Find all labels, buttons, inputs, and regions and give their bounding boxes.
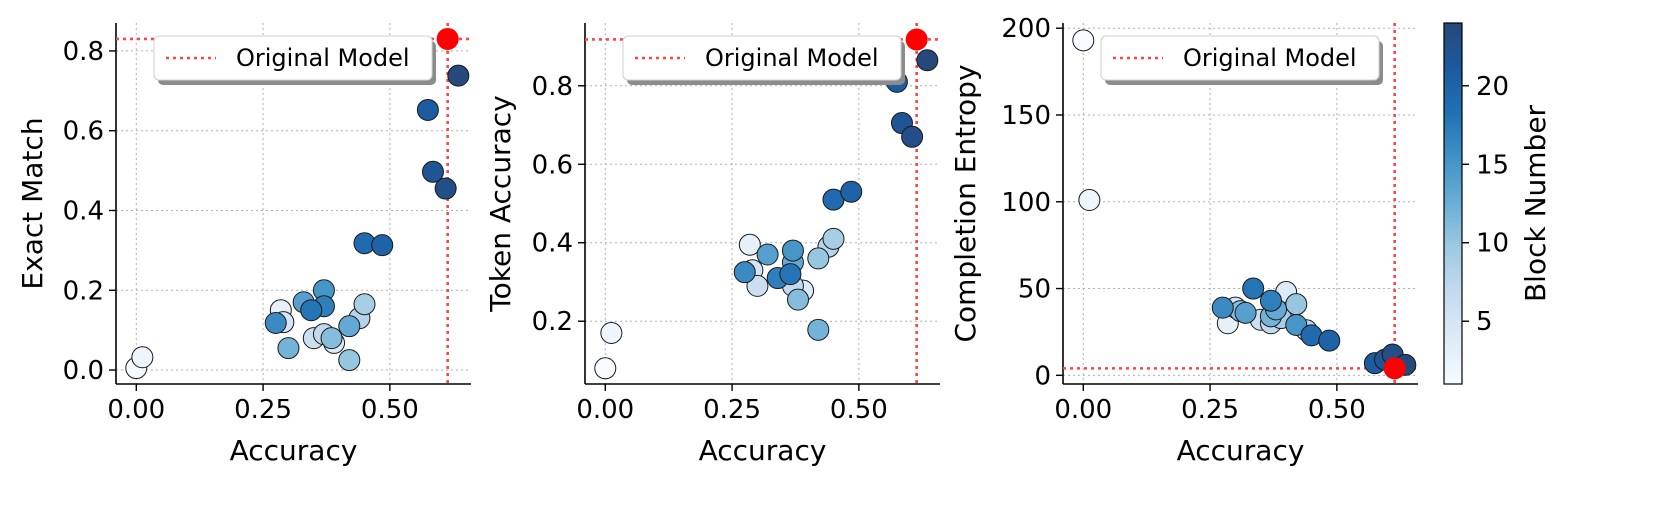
y-tick-label: 50 — [1018, 275, 1051, 305]
x-tick-label: 0.25 — [234, 395, 292, 425]
data-point-block-12 — [807, 318, 830, 341]
data-point-block-11 — [320, 327, 343, 350]
data-point-block-1 — [1072, 29, 1095, 52]
data-point-block-17 — [1259, 289, 1282, 312]
panel-exact-match: Accuracy Exact Match — [16, 117, 357, 467]
reference-point — [1383, 357, 1406, 380]
data-point-block-10 — [1285, 293, 1308, 316]
data-point-block-12 — [277, 337, 300, 360]
data-point-block-9 — [353, 293, 376, 316]
x-tick-label: 0.00 — [107, 395, 165, 425]
data-point-block-20 — [371, 234, 394, 257]
data-point-block-24 — [916, 49, 939, 72]
data-point-block-16 — [264, 311, 287, 334]
data-point-block-13 — [338, 315, 361, 338]
colorbar-gradient — [1443, 22, 1463, 385]
x-tick-label: 0.50 — [830, 395, 888, 425]
reference-point — [905, 28, 928, 51]
x-tick-label: 0.00 — [1054, 395, 1112, 425]
colorbar-label: Block Number — [1519, 104, 1552, 302]
y-tick-label: 0.6 — [532, 150, 573, 180]
legend-box — [153, 35, 433, 81]
data-point-block-14 — [1234, 301, 1257, 324]
data-point-block-9 — [822, 227, 845, 250]
reference-point — [436, 27, 459, 50]
data-point-block-21 — [416, 98, 439, 121]
x-tick-label: 0.00 — [576, 395, 634, 425]
plot-area: 0.00 0.25 0.50 0.2 0.4 0.6 0.8 — [532, 23, 940, 425]
y-tick-label: 0.6 — [63, 117, 104, 147]
data-point-block-1 — [594, 357, 617, 380]
data-point-block-20 — [840, 180, 863, 203]
colorbar-ticks: 5 10 15 20 — [1462, 72, 1509, 337]
data-point-block-2 — [131, 346, 154, 369]
data-point-block-16 — [733, 261, 756, 284]
plot-area: 0.00 0.25 0.50 0.0 0.2 0.4 0.6 0.8 — [63, 23, 471, 425]
legend-box — [1100, 35, 1380, 81]
y-tick-label: 0.4 — [532, 229, 573, 259]
colorbar-tick-label: 10 — [1476, 229, 1509, 259]
y-tick-label: 0.0 — [63, 356, 104, 386]
legend-box — [622, 35, 902, 81]
x-tick-label: 0.25 — [703, 395, 761, 425]
y-tick-label: 0.8 — [63, 37, 104, 67]
y-tick-label: 0.8 — [532, 72, 573, 102]
data-point-block-6 — [746, 274, 769, 297]
data-point-block-11 — [787, 288, 809, 311]
data-point-block-24 — [447, 64, 470, 87]
x-tick-label: 0.25 — [1181, 395, 1239, 425]
x-axis-label: Accuracy — [230, 434, 358, 467]
data-point-block-20 — [1318, 329, 1341, 352]
data-point-block-16 — [1211, 296, 1234, 319]
legend-label: Original Model — [236, 44, 410, 72]
y-axis-label: Completion Entropy — [949, 64, 982, 342]
data-point-block-3 — [738, 233, 761, 256]
x-tick-label: 0.50 — [361, 395, 419, 425]
data-point-block-18 — [779, 263, 802, 286]
x-axis-label: Accuracy — [1177, 434, 1305, 467]
x-tick-label: 0.50 — [1308, 395, 1366, 425]
data-point-block-10 — [338, 349, 361, 372]
plot-area: 0.00 0.25 0.50 0 50 100 150 200 — [1001, 14, 1418, 425]
data-point-block-10 — [807, 247, 830, 270]
y-tick-label: 100 — [1001, 188, 1051, 218]
x-axis-label: Accuracy — [699, 434, 827, 467]
data-point-block-18 — [1242, 277, 1265, 300]
data-point-block-18 — [300, 299, 323, 322]
data-point-block-22 — [421, 160, 444, 183]
y-tick-label: 0.4 — [63, 196, 104, 226]
y-tick-label: 0 — [1034, 361, 1051, 391]
data-point-block-23 — [434, 177, 457, 200]
legend-label: Original Model — [705, 44, 879, 72]
colorbar: Block Number — [1443, 22, 1552, 385]
colorbar-tick-label: 5 — [1476, 307, 1493, 337]
legend-label: Original Model — [1183, 44, 1357, 72]
y-tick-label: 150 — [1001, 101, 1051, 131]
y-tick-label: 0.2 — [63, 276, 104, 306]
data-point-block-23 — [901, 125, 924, 148]
y-axis-label: Exact Match — [16, 117, 49, 289]
panel-token-accuracy: Accuracy Token Accuracy — [484, 95, 826, 467]
panel-completion-entropy: Accuracy Completion Entropy — [949, 64, 1304, 467]
y-tick-label: 200 — [1001, 14, 1051, 44]
data-point-block-2 — [1078, 189, 1101, 212]
data-point-block-14 — [756, 243, 779, 266]
data-point-block-2 — [600, 321, 623, 344]
colorbar-tick-label: 15 — [1476, 150, 1509, 180]
data-point-block-15 — [1285, 313, 1308, 336]
data-point-block-15 — [781, 239, 804, 262]
y-axis-label: Token Accuracy — [484, 95, 517, 312]
y-tick-label: 0.2 — [532, 307, 573, 337]
colorbar-tick-label: 20 — [1476, 72, 1509, 102]
